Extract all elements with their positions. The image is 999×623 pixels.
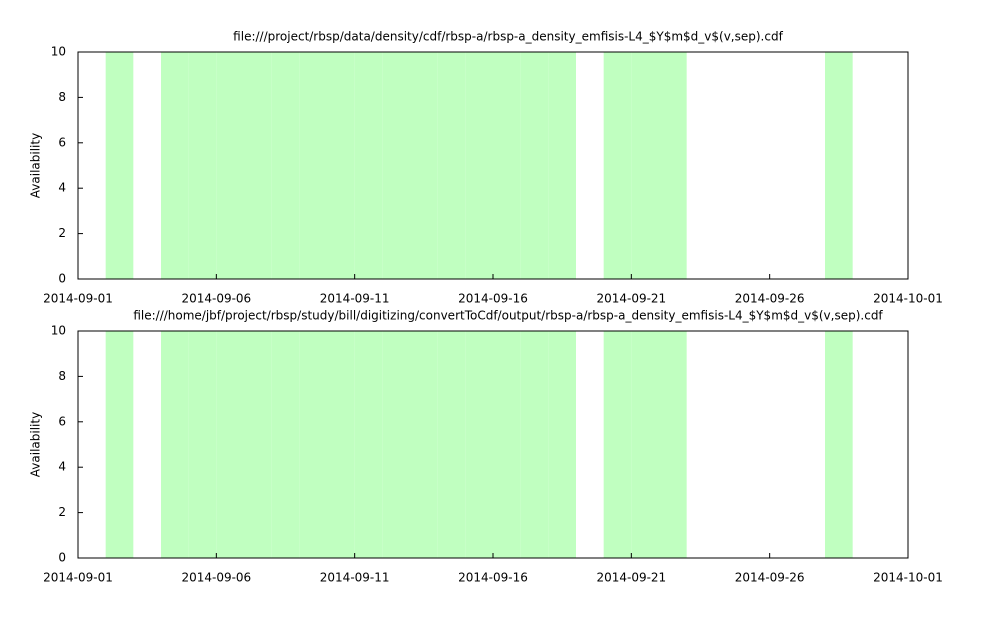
availability-bar xyxy=(548,52,576,279)
y-axis-label: Availability xyxy=(29,133,43,198)
chart-title: file:///home/jbf/project/rbsp/study/bill… xyxy=(133,309,883,323)
x-tick-label: 2014-09-06 xyxy=(181,292,251,306)
x-tick-label: 2014-09-11 xyxy=(320,571,390,585)
x-tick-label: 2014-09-01 xyxy=(43,571,113,585)
availability-bar xyxy=(603,331,632,558)
x-tick-label: 2014-09-01 xyxy=(43,292,113,306)
availability-bar xyxy=(161,52,189,279)
availability-bar xyxy=(465,52,493,279)
x-tick-label: 2014-09-26 xyxy=(735,292,805,306)
availability-bar xyxy=(271,331,300,558)
availability-bar xyxy=(161,331,189,558)
availability-bar xyxy=(105,52,134,279)
availability-bar xyxy=(382,52,410,279)
availability-bar xyxy=(244,331,272,558)
availability-bar xyxy=(493,52,521,279)
availability-bar xyxy=(327,331,355,558)
y-axis-label: Availability xyxy=(29,412,43,477)
x-tick-label: 2014-10-01 xyxy=(873,292,943,306)
availability-bar xyxy=(354,52,383,279)
availability-bar xyxy=(659,331,687,558)
chart-title: file:///project/rbsp/data/density/cdf/rb… xyxy=(233,30,783,44)
x-tick-label: 2014-09-21 xyxy=(596,571,666,585)
y-tick-label: 4 xyxy=(58,181,66,195)
y-tick-label: 8 xyxy=(58,90,66,104)
availability-bar xyxy=(271,52,300,279)
x-tick-label: 2014-09-16 xyxy=(458,292,528,306)
y-tick-label: 4 xyxy=(58,460,66,474)
availability-bar xyxy=(299,331,327,558)
y-tick-label: 8 xyxy=(58,369,66,383)
availability-bar xyxy=(354,331,383,558)
availability-bar xyxy=(188,331,217,558)
x-tick-label: 2014-09-21 xyxy=(596,292,666,306)
availability-bar xyxy=(327,52,355,279)
availability-bar xyxy=(382,331,410,558)
y-tick-label: 10 xyxy=(51,324,66,338)
availability-bar xyxy=(437,52,466,279)
availability-bar xyxy=(188,52,217,279)
x-tick-label: 2014-09-06 xyxy=(181,571,251,585)
availability-bar xyxy=(631,52,659,279)
availability-bar xyxy=(825,331,853,558)
availability-bar xyxy=(520,331,549,558)
availability-bar xyxy=(493,331,521,558)
availability-bar xyxy=(548,331,576,558)
availability-bar xyxy=(520,52,549,279)
y-tick-label: 2 xyxy=(58,226,66,240)
x-tick-label: 2014-10-01 xyxy=(873,571,943,585)
availability-bar xyxy=(105,331,134,558)
availability-bar xyxy=(603,52,632,279)
availability-bar xyxy=(410,331,438,558)
y-tick-label: 0 xyxy=(58,551,66,565)
y-tick-label: 2 xyxy=(58,505,66,519)
availability-bar xyxy=(659,52,687,279)
availability-bar xyxy=(631,331,659,558)
availability-bar xyxy=(465,331,493,558)
x-tick-label: 2014-09-11 xyxy=(320,292,390,306)
y-tick-label: 6 xyxy=(58,135,66,149)
y-tick-label: 0 xyxy=(58,272,66,286)
availability-bar xyxy=(244,52,272,279)
availability-bar xyxy=(216,52,244,279)
availability-bar xyxy=(825,52,853,279)
x-tick-label: 2014-09-16 xyxy=(458,571,528,585)
availability-bar xyxy=(299,52,327,279)
availability-bar xyxy=(216,331,244,558)
y-tick-label: 6 xyxy=(58,414,66,428)
y-tick-label: 10 xyxy=(51,45,66,59)
availability-bar xyxy=(410,52,438,279)
x-tick-label: 2014-09-26 xyxy=(735,571,805,585)
availability-bar xyxy=(437,331,466,558)
